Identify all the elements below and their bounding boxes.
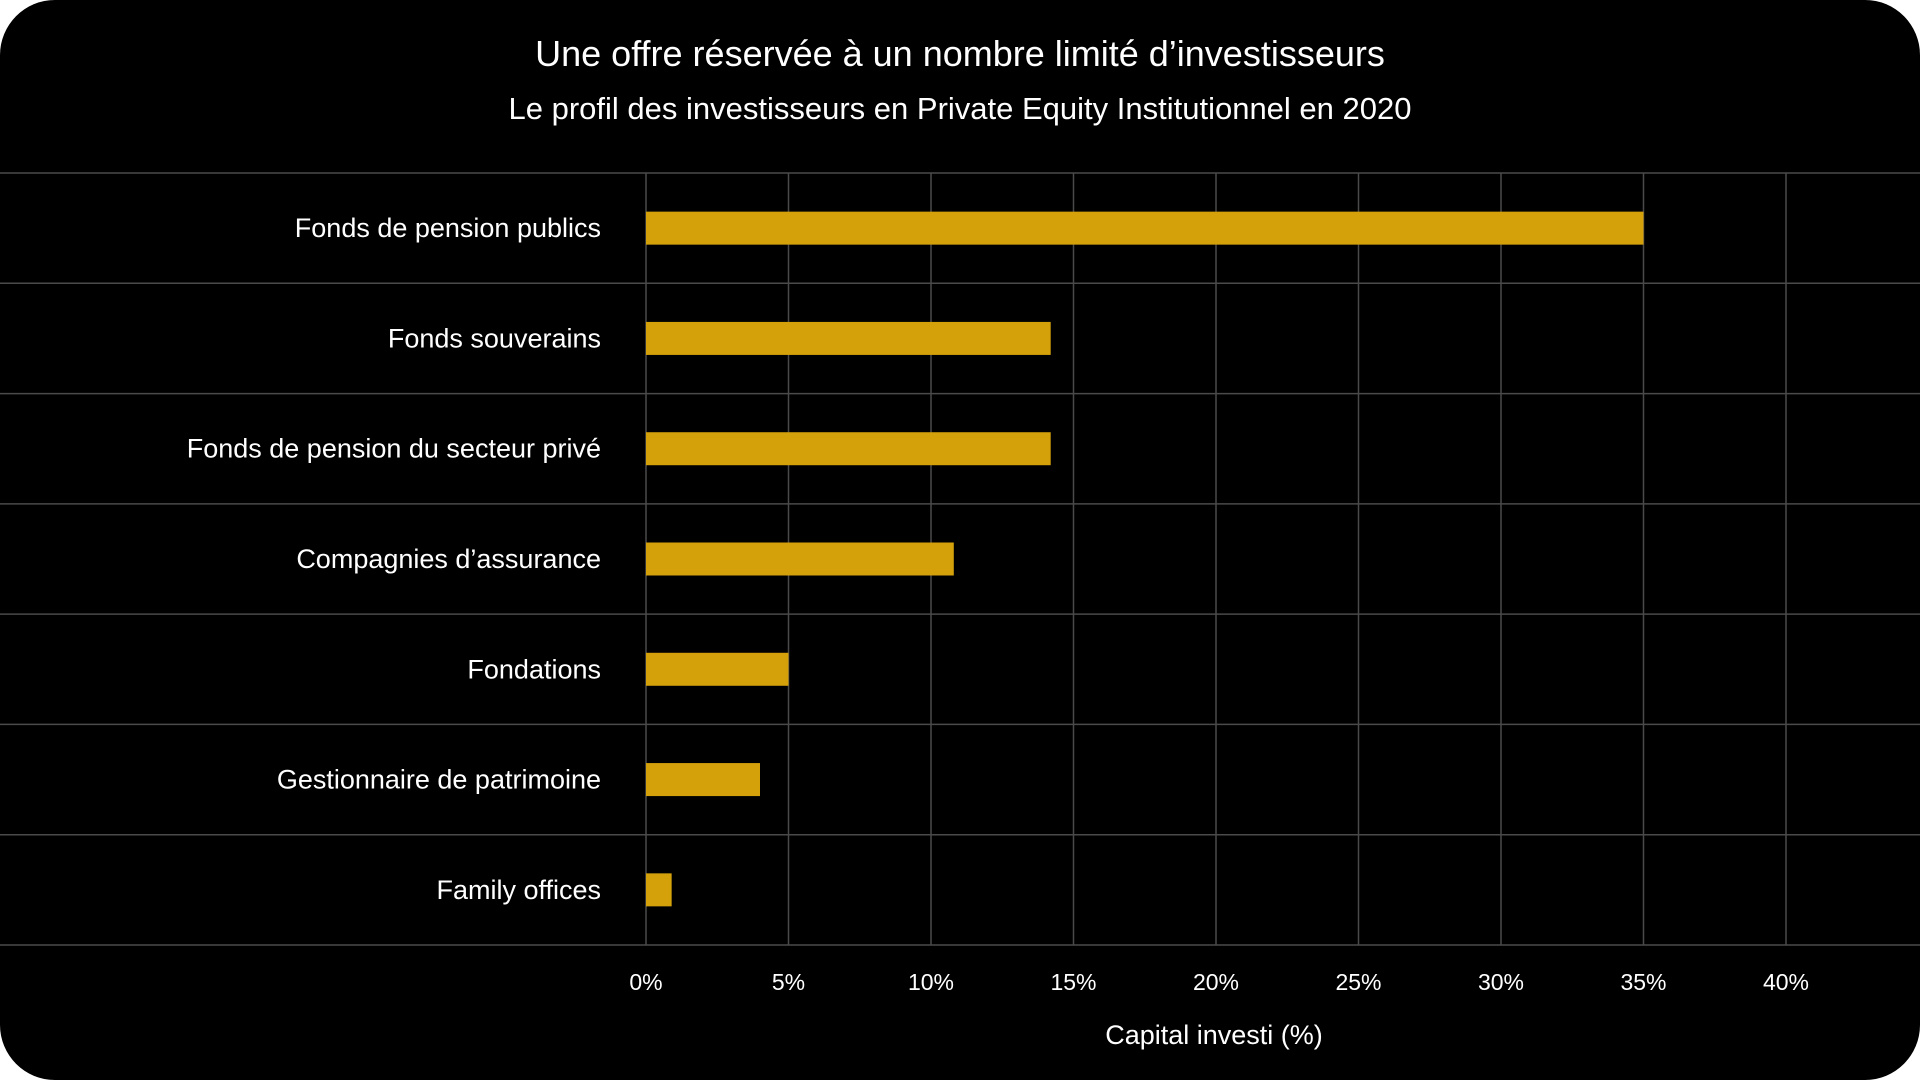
- category-label: Fonds souverains: [388, 323, 601, 353]
- category-label: Compagnies d’assurance: [296, 544, 601, 574]
- x-tick-label: 0%: [629, 969, 662, 995]
- x-tick-labels: 0% 5% 10% 15% 20% 25% 30% 35% 40%: [629, 969, 1809, 995]
- x-tick-label: 20%: [1193, 969, 1239, 995]
- x-tick-label: 10%: [908, 969, 954, 995]
- bar: [646, 763, 760, 797]
- chart-subtitle: Le profil des investisseurs en Private E…: [508, 91, 1412, 126]
- bar: [646, 211, 1644, 245]
- x-tick-label: 30%: [1478, 969, 1524, 995]
- grid-layer: [0, 172, 1920, 946]
- x-tick-label: 25%: [1335, 969, 1381, 995]
- bar: [646, 652, 789, 686]
- x-axis-title: Capital investi (%): [1105, 1020, 1323, 1050]
- bar: [646, 542, 954, 576]
- category-labels: Fonds de pension publics Fonds souverains…: [187, 213, 601, 905]
- bar: [646, 873, 672, 907]
- x-tick-label: 5%: [772, 969, 805, 995]
- category-label: Family offices: [436, 875, 601, 905]
- bar: [646, 432, 1051, 466]
- x-tick-label: 40%: [1763, 969, 1809, 995]
- x-tick-label: 15%: [1050, 969, 1096, 995]
- category-label: Gestionnaire de patrimoine: [277, 765, 601, 795]
- bars-layer: [646, 211, 1644, 907]
- category-label: Fonds de pension du secteur privé: [187, 434, 601, 464]
- category-label: Fondations: [467, 654, 601, 684]
- x-tick-label: 35%: [1620, 969, 1666, 995]
- bar: [646, 321, 1051, 355]
- chart-title: Une offre réservée à un nombre limité d’…: [535, 33, 1385, 74]
- category-label: Fonds de pension publics: [295, 213, 601, 243]
